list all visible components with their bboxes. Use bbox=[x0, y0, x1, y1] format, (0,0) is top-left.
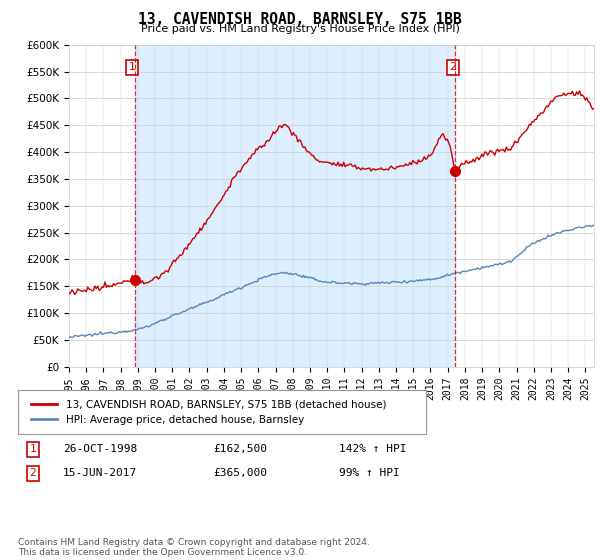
Text: Contains HM Land Registry data © Crown copyright and database right 2024.
This d: Contains HM Land Registry data © Crown c… bbox=[18, 538, 370, 557]
Bar bbox=[135, 45, 455, 367]
Text: 2: 2 bbox=[449, 62, 457, 72]
Text: 13, CAVENDISH ROAD, BARNSLEY, S75 1BB: 13, CAVENDISH ROAD, BARNSLEY, S75 1BB bbox=[138, 12, 462, 27]
Text: 99% ↑ HPI: 99% ↑ HPI bbox=[339, 468, 400, 478]
Text: 15-JUN-2017: 15-JUN-2017 bbox=[63, 468, 137, 478]
Text: 142% ↑ HPI: 142% ↑ HPI bbox=[339, 444, 407, 454]
Legend: 13, CAVENDISH ROAD, BARNSLEY, S75 1BB (detached house), HPI: Average price, deta: 13, CAVENDISH ROAD, BARNSLEY, S75 1BB (d… bbox=[27, 395, 391, 429]
Text: 1: 1 bbox=[128, 62, 136, 72]
Text: £365,000: £365,000 bbox=[213, 468, 267, 478]
Text: 26-OCT-1998: 26-OCT-1998 bbox=[63, 444, 137, 454]
Text: £162,500: £162,500 bbox=[213, 444, 267, 454]
Text: Price paid vs. HM Land Registry's House Price Index (HPI): Price paid vs. HM Land Registry's House … bbox=[140, 24, 460, 34]
Text: 2: 2 bbox=[29, 468, 37, 478]
Text: 1: 1 bbox=[29, 444, 37, 454]
